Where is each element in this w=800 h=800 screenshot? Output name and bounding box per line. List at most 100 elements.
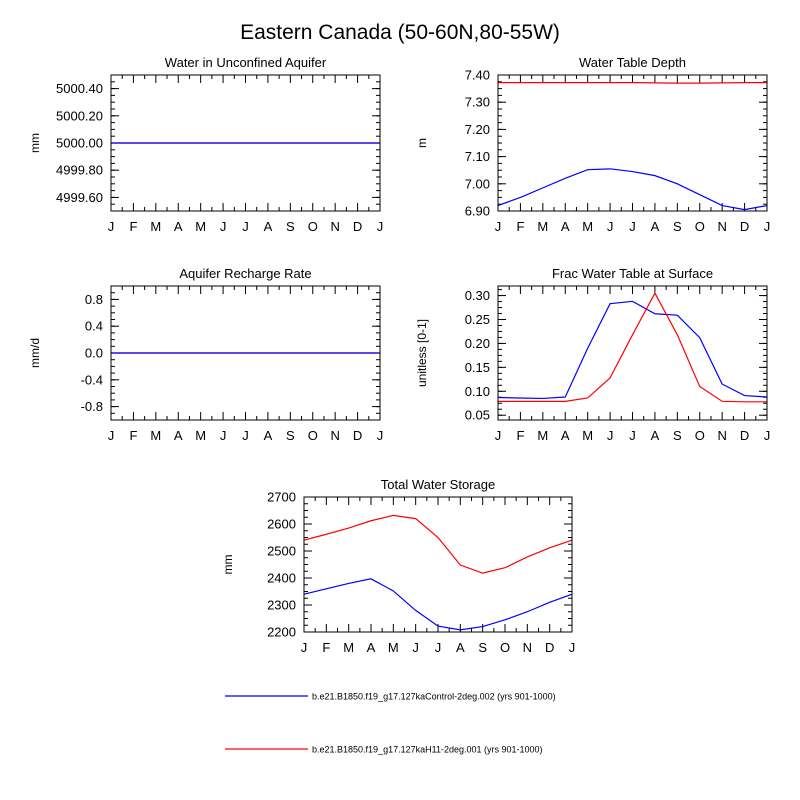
x-tick-label: F xyxy=(516,219,524,234)
x-tick-label: J xyxy=(629,428,636,443)
y-tick-label: 6.90 xyxy=(465,204,490,219)
y-tick-label: 2400 xyxy=(267,571,296,586)
x-tick-label: M xyxy=(150,428,161,443)
x-tick-label: J xyxy=(764,219,771,234)
y-tick-label: 7.00 xyxy=(465,176,490,191)
y-tick-label: 0.25 xyxy=(465,312,490,327)
x-tick-label: J xyxy=(629,219,636,234)
panel-2: Water Table Depth m 6.90 7.00 7.10 7.20 7.30 7.… xyxy=(415,55,770,234)
y-tick-label: 7.30 xyxy=(465,95,490,110)
x-tick-label: J xyxy=(242,428,249,443)
y-tick-label: 2200 xyxy=(267,625,296,640)
x-tick-label: J xyxy=(607,428,614,443)
x-tick-label: D xyxy=(545,640,554,655)
x-tick-label: A xyxy=(174,219,183,234)
x-tick-label: S xyxy=(286,428,295,443)
x-tick-label: J xyxy=(301,640,308,655)
panel-3: Aquifer Recharge Rate mm/d -0.8 -0.4 0.0 0.4 0… xyxy=(28,266,383,443)
y-tick-label: -0.4 xyxy=(81,372,103,387)
x-tick-label: A xyxy=(264,428,273,443)
x-tick-label: S xyxy=(478,640,487,655)
plot-frame xyxy=(497,74,768,212)
plot-frame xyxy=(303,496,573,633)
y-tick-label: 5000.20 xyxy=(56,108,103,123)
y-tick-label: 0.10 xyxy=(465,384,490,399)
y-tick-label: 2500 xyxy=(267,544,296,559)
series-line-2 xyxy=(498,82,767,84)
y-tick-label: 0.0 xyxy=(85,346,103,361)
legend-label: b.e21.B1850.f19_g17.127kaControl-2deg.00… xyxy=(312,692,556,702)
x-tick-label: J xyxy=(607,219,614,234)
x-tick-label: O xyxy=(695,428,705,443)
y-tick-label: 0.8 xyxy=(85,292,103,307)
figure-title: Eastern Canada (50-60N,80-55W) xyxy=(240,21,560,44)
x-tick-label: F xyxy=(129,219,137,234)
y-tick-label: 0.20 xyxy=(465,336,490,351)
y-tick-label: 4999.80 xyxy=(56,163,103,178)
y-tick-label: 5000.40 xyxy=(56,81,103,96)
x-tick-label: F xyxy=(322,640,330,655)
x-tick-label: N xyxy=(330,219,339,234)
x-tick-label: J xyxy=(377,428,384,443)
plot-frame xyxy=(110,285,381,421)
x-tick-label: D xyxy=(740,219,749,234)
x-tick-label: O xyxy=(500,640,510,655)
series-line-2 xyxy=(303,514,573,574)
panel-5: Total Water Storage mm 2200 2300 2400 2500 260… xyxy=(221,477,575,655)
x-tick-label: A xyxy=(264,219,273,234)
y-tick-label: -0.8 xyxy=(81,399,103,414)
x-tick-label: M xyxy=(582,428,593,443)
y-tick-label: 7.20 xyxy=(465,122,490,137)
panel-title: Total Water Storage xyxy=(381,477,495,492)
x-tick-label: J xyxy=(108,428,115,443)
x-tick-label: A xyxy=(561,428,570,443)
x-tick-label: N xyxy=(717,428,726,443)
y-tick-label: 0.30 xyxy=(465,288,490,303)
x-tick-label: J xyxy=(569,640,576,655)
y-tick-label: 2600 xyxy=(267,517,296,532)
x-tick-label: S xyxy=(286,219,295,234)
series-line-1 xyxy=(303,578,573,631)
x-tick-label: M xyxy=(343,640,354,655)
y-axis-label: mm xyxy=(28,133,42,153)
plot-frame xyxy=(497,285,768,421)
legend-label: b.e21.B1850.f19_g17.127kaH11-2deg.001 (y… xyxy=(312,745,543,755)
x-tick-label: M xyxy=(195,219,206,234)
y-tick-label: 2300 xyxy=(267,598,296,613)
x-tick-label: M xyxy=(195,428,206,443)
x-tick-label: J xyxy=(242,219,249,234)
x-tick-label: O xyxy=(308,219,318,234)
x-tick-label: J xyxy=(220,219,227,234)
x-tick-label: J xyxy=(435,640,442,655)
panel-title: Water in Unconfined Aquifer xyxy=(165,55,327,70)
y-tick-label: 0.4 xyxy=(85,319,103,334)
x-tick-label: A xyxy=(456,640,465,655)
x-tick-label: S xyxy=(673,428,682,443)
y-tick-label: 2700 xyxy=(267,490,296,505)
series-line-1 xyxy=(497,168,768,211)
x-tick-label: J xyxy=(495,428,502,443)
x-tick-label: J xyxy=(108,219,115,234)
x-tick-label: M xyxy=(150,219,161,234)
panel-title: Water Table Depth xyxy=(579,55,686,70)
x-tick-label: M xyxy=(537,219,548,234)
y-tick-label: 0.15 xyxy=(465,360,490,375)
x-tick-label: D xyxy=(353,428,362,443)
x-tick-label: J xyxy=(764,428,771,443)
x-tick-label: J xyxy=(412,640,419,655)
x-tick-label: J xyxy=(377,219,384,234)
x-tick-label: N xyxy=(330,428,339,443)
x-tick-label: N xyxy=(523,640,532,655)
y-axis-label: mm xyxy=(221,555,235,575)
panel-title: Aquifer Recharge Rate xyxy=(179,266,311,281)
x-tick-label: A xyxy=(561,219,570,234)
x-tick-label: J xyxy=(220,428,227,443)
y-axis-label: m xyxy=(415,138,429,148)
y-tick-label: 0.05 xyxy=(465,408,490,423)
x-tick-label: M xyxy=(388,640,399,655)
plot-frame xyxy=(110,74,381,212)
x-tick-label: N xyxy=(717,219,726,234)
x-tick-label: J xyxy=(495,219,502,234)
y-tick-label: 7.10 xyxy=(465,149,490,164)
